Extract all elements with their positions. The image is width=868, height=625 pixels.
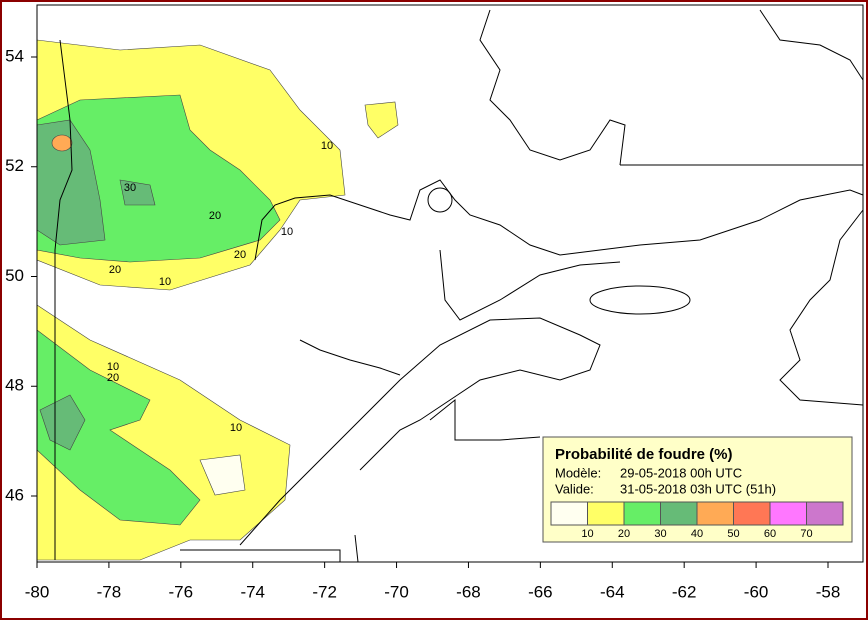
- coastline: [439, 249, 621, 321]
- x-tick-label: -62: [672, 582, 697, 601]
- x-tick-label: -72: [312, 582, 337, 601]
- legend: Probabilité de foudre (%) Modèle: 29-05-…: [542, 436, 853, 543]
- probability-area: [199, 454, 246, 496]
- color-swatch: [550, 501, 588, 526]
- probability-area: [119, 179, 156, 206]
- y-tick-label: 48: [5, 376, 24, 395]
- x-tick-label: -78: [97, 582, 122, 601]
- probability-area: [36, 329, 201, 526]
- contour-label: 20: [107, 372, 119, 384]
- x-tick-label: -58: [816, 582, 841, 601]
- coastlines: [54, 9, 864, 563]
- island: [589, 285, 691, 315]
- contour-label: 10: [321, 140, 333, 152]
- probability-area: [36, 119, 106, 246]
- color-bar: 10 20 30 40 50 60 70: [550, 501, 844, 540]
- coastline: [254, 179, 864, 261]
- x-tick-label: -64: [600, 582, 625, 601]
- y-tick-label: 46: [5, 485, 24, 504]
- x-tick-label: -70: [384, 582, 409, 601]
- color-label: 20: [618, 528, 630, 540]
- coastline: [354, 534, 359, 563]
- contour-label: 20: [109, 264, 121, 276]
- y-tick-label: 50: [5, 266, 24, 285]
- probability-area: [364, 101, 399, 139]
- coastline: [759, 9, 864, 81]
- color-label: 70: [800, 528, 812, 540]
- axes: -80 -78 -76 -74 -72 -70 -68 -66 -64 -62 -60 -58 54 52…: [5, 4, 864, 601]
- color-label: 50: [727, 528, 739, 540]
- contour-label: 10: [107, 361, 119, 373]
- coastline: [180, 549, 341, 562]
- color-swatch: [623, 501, 661, 526]
- coastline: [239, 317, 601, 546]
- x-tick-label: -74: [240, 582, 265, 601]
- coastline: [299, 339, 401, 376]
- color-swatch: [806, 501, 844, 526]
- x-tick-label: -76: [169, 582, 194, 601]
- color-swatch: [587, 501, 625, 526]
- y-tick-label: 54: [5, 46, 24, 65]
- color-swatch: [696, 501, 734, 526]
- y-tick-label: 52: [5, 156, 24, 175]
- model-value: 29-05-2018 00h UTC: [620, 465, 742, 480]
- probability-area: [51, 134, 73, 152]
- color-swatch: [769, 501, 807, 526]
- contour-label: 30: [124, 182, 136, 194]
- contour-label: 20: [234, 249, 246, 261]
- coastline: [479, 9, 626, 166]
- color-label: 10: [581, 528, 593, 540]
- color-label: 40: [691, 528, 703, 540]
- color-swatch: [733, 501, 771, 526]
- coastline: [779, 209, 864, 406]
- plot-border: [36, 4, 864, 563]
- color-label: 30: [654, 528, 666, 540]
- legend-title: Probabilité de foudre (%): [555, 446, 733, 463]
- coastline: [429, 398, 541, 441]
- contour-label: 10: [230, 422, 242, 434]
- contour-label: 10: [159, 276, 171, 288]
- color-swatch: [660, 501, 698, 526]
- x-tick-label: -68: [456, 582, 481, 601]
- contour-label: 20: [209, 210, 221, 222]
- valid-label: Valide:: [555, 481, 594, 496]
- coastline: [54, 39, 73, 560]
- x-tick-label: -80: [25, 582, 50, 601]
- reservoir: [427, 187, 453, 213]
- x-tick-label: -66: [528, 582, 553, 601]
- probability-area: [39, 394, 86, 451]
- x-tick-label: -60: [744, 582, 769, 601]
- color-label: 60: [764, 528, 776, 540]
- model-label: Modèle:: [555, 465, 601, 480]
- contour-label: 10: [281, 226, 293, 238]
- valid-value: 31-05-2018 03h UTC (51h): [620, 481, 776, 496]
